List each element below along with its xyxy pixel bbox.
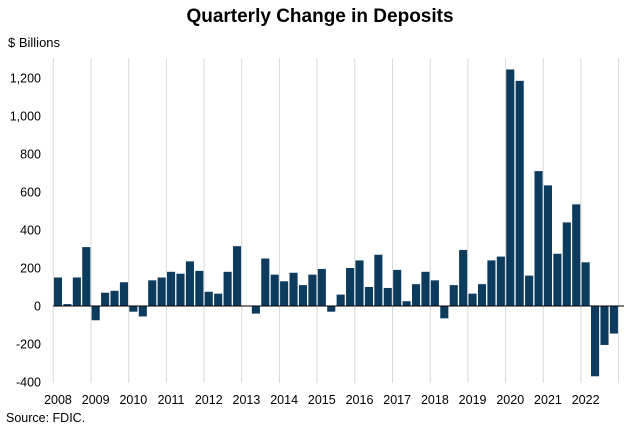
x-tick-label: 2010 bbox=[119, 393, 147, 407]
y-axis-unit-label: $ Billions bbox=[8, 35, 61, 50]
bar bbox=[232, 246, 242, 306]
bar bbox=[346, 268, 355, 306]
x-tick-label: 2019 bbox=[459, 393, 487, 407]
y-tick-label: 600 bbox=[20, 186, 41, 200]
bar bbox=[487, 260, 496, 306]
bar bbox=[506, 69, 515, 306]
bar bbox=[317, 268, 326, 306]
bar bbox=[129, 306, 138, 312]
bar bbox=[421, 271, 430, 306]
bar bbox=[534, 171, 543, 306]
source-note: Source: FDIC. bbox=[6, 411, 86, 425]
y-tick-label: -200 bbox=[16, 338, 41, 352]
y-tick-label: 0 bbox=[34, 300, 41, 314]
bar bbox=[374, 254, 383, 306]
bar bbox=[308, 274, 317, 306]
x-tick-label: 2018 bbox=[421, 393, 449, 407]
bar bbox=[63, 304, 72, 306]
bar bbox=[91, 306, 100, 321]
bar bbox=[214, 293, 223, 306]
bar bbox=[298, 285, 308, 306]
y-tick-label: 1,200 bbox=[10, 72, 41, 86]
y-tick-label: 1,000 bbox=[10, 110, 41, 124]
bar bbox=[327, 306, 336, 312]
bar bbox=[157, 277, 166, 306]
bar bbox=[251, 306, 260, 314]
bar bbox=[430, 280, 439, 306]
x-tick-labels: 2008 2009 2010 2011 2012 2013 2014 2015 2016 2017… bbox=[44, 393, 600, 407]
bar bbox=[355, 260, 364, 306]
bar bbox=[138, 306, 147, 317]
bar bbox=[364, 287, 373, 306]
x-tick-label: 2009 bbox=[82, 393, 110, 407]
bar bbox=[280, 281, 289, 306]
bar bbox=[515, 80, 524, 306]
bars bbox=[53, 69, 618, 377]
x-tick-label: 2015 bbox=[308, 393, 336, 407]
bar bbox=[261, 258, 270, 306]
bar bbox=[591, 306, 600, 377]
y-tick-label: 200 bbox=[20, 262, 41, 276]
bar bbox=[148, 280, 157, 306]
x-tick-label: 2008 bbox=[44, 393, 72, 407]
bar bbox=[223, 271, 232, 306]
bar bbox=[449, 285, 458, 306]
x-tick-label: 2020 bbox=[496, 393, 524, 407]
x-tick-label: 2014 bbox=[270, 393, 298, 407]
bar bbox=[496, 256, 505, 306]
bar bbox=[609, 306, 618, 334]
x-tick-label: 2011 bbox=[158, 393, 185, 407]
bar bbox=[562, 222, 571, 306]
y-tick-label: 800 bbox=[20, 148, 41, 162]
y-tick-label: 400 bbox=[20, 224, 41, 238]
bar bbox=[270, 274, 279, 306]
bar bbox=[477, 284, 487, 306]
bar bbox=[101, 292, 110, 306]
bar bbox=[195, 270, 204, 306]
y-tick-labels: -400 -200 0 200 400 600 800 1,000 1,200 bbox=[10, 72, 41, 390]
bar bbox=[468, 293, 477, 306]
x-tick-label: 2012 bbox=[195, 393, 223, 407]
bar bbox=[72, 277, 81, 306]
bar bbox=[82, 247, 91, 306]
bar bbox=[176, 273, 185, 306]
bar bbox=[289, 272, 298, 306]
bar bbox=[543, 185, 553, 306]
bar bbox=[600, 306, 609, 345]
bar bbox=[204, 291, 213, 306]
y-tick-label: -400 bbox=[16, 376, 41, 390]
bar bbox=[53, 277, 63, 306]
bar bbox=[402, 301, 411, 306]
bar bbox=[167, 271, 176, 306]
x-tick-label: 2016 bbox=[346, 393, 374, 407]
bar bbox=[440, 306, 449, 319]
bar bbox=[110, 290, 119, 306]
bar bbox=[459, 249, 468, 306]
bar bbox=[383, 287, 392, 306]
bar bbox=[119, 282, 129, 306]
bar bbox=[581, 262, 590, 306]
bar bbox=[393, 269, 402, 306]
x-tick-label: 2021 bbox=[534, 393, 562, 407]
bar bbox=[525, 275, 534, 306]
x-tick-label: 2013 bbox=[233, 393, 261, 407]
bar bbox=[411, 284, 421, 306]
x-tick-label: 2022 bbox=[572, 393, 600, 407]
bar bbox=[553, 253, 562, 306]
chart-title: Quarterly Change in Deposits bbox=[186, 6, 454, 27]
x-tick-label: 2017 bbox=[383, 393, 411, 407]
bar bbox=[572, 204, 581, 306]
bar bbox=[336, 294, 345, 306]
bar bbox=[185, 261, 194, 306]
gridlines bbox=[52, 58, 620, 383]
